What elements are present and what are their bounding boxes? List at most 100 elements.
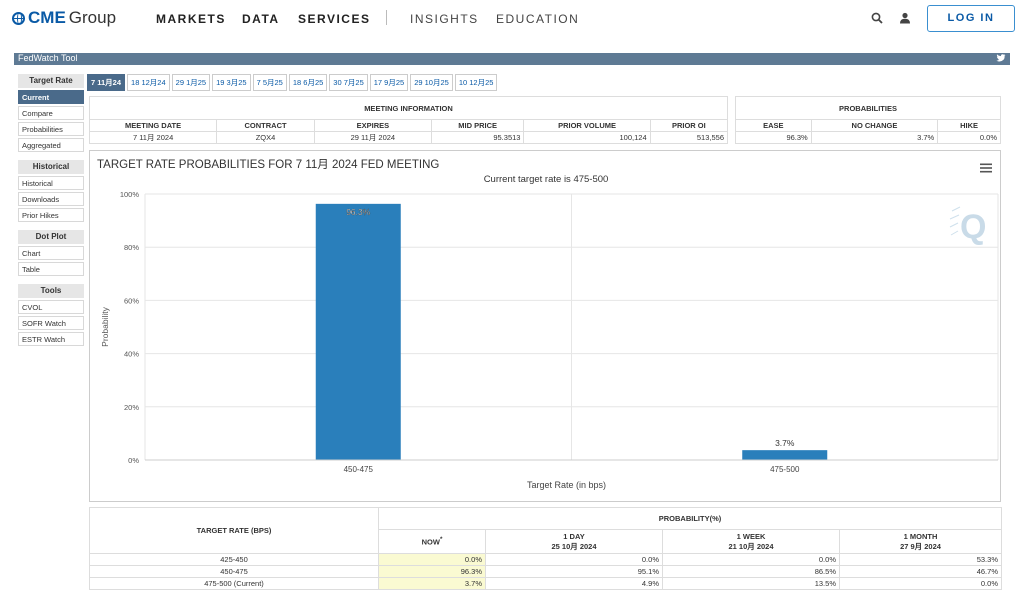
meeting-tabs: 7 11月24 18 12月24 29 1月25 19 3月25 7 5月25 … <box>87 74 498 91</box>
target-rate-head: TARGET RATE (BPS) <box>89 507 379 554</box>
meeting-info-table: MEETING INFORMATION MEETING DATE CONTRAC… <box>88 96 729 144</box>
period-now-label: NOW <box>421 537 440 547</box>
probability-history-table: TARGET RATE (BPS) PROBABILITY(%) NOW* 1 … <box>89 507 1002 590</box>
bar <box>315 203 401 461</box>
probability-chart: TARGET RATE PROBABILITIES FOR 7 11月 2024… <box>89 150 1001 502</box>
y-axis-title: Probability <box>100 306 110 346</box>
tab-meeting[interactable]: 10 12月25 <box>454 74 498 91</box>
chart-plot: 0% 20% 40% 60% 80% 100% 96.3% 450-475 3.7% 475-50… <box>100 190 999 490</box>
value-cell: 0.0% <box>839 577 1002 590</box>
col-head: EXPIRES <box>313 119 432 132</box>
prior-oi: 513,556 <box>649 131 729 144</box>
tab-meeting[interactable]: 7 11月24 <box>87 74 126 91</box>
sidebar: Target Rate Current Compare Probabilitie… <box>18 74 84 348</box>
login-button[interactable]: LOG IN <box>927 5 1015 32</box>
hike-value: 0.0% <box>937 131 1001 144</box>
value-cell: 86.5% <box>662 565 840 578</box>
ease-value: 96.3% <box>735 131 812 144</box>
nav-insights[interactable]: INSIGHTS <box>410 12 479 26</box>
sidebar-item-estr-watch[interactable]: ESTR Watch <box>18 332 84 346</box>
y-tick-label: 40% <box>124 350 139 359</box>
svg-text:Q: Q <box>960 208 986 246</box>
tab-meeting[interactable]: 18 12月24 <box>127 74 170 91</box>
x-tick-label: 475-500 <box>770 465 800 474</box>
y-tick-label: 100% <box>120 190 140 199</box>
sidebar-item-sofr-watch[interactable]: SOFR Watch <box>18 316 84 330</box>
value-cell: 4.9% <box>485 577 663 590</box>
x-axis-title: Target Rate (in bps) <box>527 480 606 490</box>
probability-group-head: PROBABILITY(%) <box>378 507 1002 530</box>
y-tick-label: 60% <box>124 296 139 305</box>
value-cell: 0.0% <box>662 553 840 566</box>
col-head: MID PRICE <box>430 119 525 132</box>
tab-meeting[interactable]: 30 7月25 <box>329 74 368 91</box>
sidebar-item-probabilities[interactable]: Probabilities <box>18 122 84 136</box>
tab-meeting[interactable]: 17 9月25 <box>369 74 409 91</box>
sidebar-head-historical: Historical <box>18 160 84 174</box>
cme-logo[interactable]: CME Group <box>12 8 116 28</box>
user-icon[interactable] <box>899 12 911 24</box>
col-head: EASE <box>735 119 812 132</box>
period-1day-label: 1 DAY <box>563 531 585 541</box>
nav-markets[interactable]: MARKETS <box>156 12 226 26</box>
mid-price: 95.3513 <box>430 131 525 144</box>
table-row: 475-500 (Current) 3.7% 4.9% 13.5% 0.0% <box>89 577 1002 590</box>
col-head: HIKE <box>937 119 1001 132</box>
fedwatch-toolbar: FedWatch Tool <box>14 53 1010 65</box>
sidebar-head-tools: Tools <box>18 284 84 298</box>
sidebar-item-table[interactable]: Table <box>18 262 84 276</box>
meeting-date: 7 11月 2024 <box>88 131 218 144</box>
period-1week-label: 1 WEEK <box>736 531 766 541</box>
hamburger-menu-icon[interactable] <box>980 163 992 173</box>
col-head: CONTRACT <box>216 119 315 132</box>
sidebar-item-historical[interactable]: Historical <box>18 176 84 190</box>
value-cell: 96.3% <box>378 565 486 578</box>
sidebar-item-chart[interactable]: Chart <box>18 246 84 260</box>
rate-cell: 475-500 (Current) <box>89 577 379 590</box>
quikstrike-logo-icon: Q <box>949 206 986 246</box>
tab-meeting[interactable]: 18 6月25 <box>288 74 328 91</box>
period-head-1month: 1 MONTH 27 9月 2024 <box>839 529 1002 554</box>
value-cell: 0.0% <box>378 553 486 566</box>
search-icon[interactable] <box>871 12 883 24</box>
period-head-1day: 1 DAY 25 10月 2024 <box>485 529 663 554</box>
tab-meeting[interactable]: 7 5月25 <box>252 74 287 91</box>
period-1week-date: 21 10月 2024 <box>728 541 774 551</box>
sidebar-item-cvol[interactable]: CVOL <box>18 300 84 314</box>
sidebar-item-aggregated[interactable]: Aggregated <box>18 138 84 152</box>
period-1month-label: 1 MONTH <box>903 531 938 541</box>
period-head-1week: 1 WEEK 21 10月 2024 <box>662 529 840 554</box>
period-1day-date: 25 10月 2024 <box>551 541 597 551</box>
tool-title: FedWatch Tool <box>18 53 78 63</box>
globe-icon <box>12 11 25 25</box>
tab-meeting[interactable]: 29 10月25 <box>410 74 453 91</box>
rate-cell: 450-475 <box>89 565 379 578</box>
bar <box>742 450 828 460</box>
logo-rest: Group <box>68 8 117 27</box>
value-cell: 53.3% <box>839 553 1002 566</box>
sidebar-item-current[interactable]: Current <box>18 90 84 104</box>
tab-meeting[interactable]: 29 1月25 <box>171 74 211 91</box>
expires: 29 11月 2024 <box>313 131 432 144</box>
rate-cell: 425-450 <box>89 553 379 566</box>
probabilities-table: PROBABILITIES EASE NO CHANGE HIKE 96.3% … <box>735 96 1001 144</box>
twitter-icon[interactable] <box>996 53 1006 63</box>
top-nav: CME Group MARKETS DATA SERVICES INSIGHTS … <box>0 0 1024 38</box>
value-cell: 3.7% <box>378 577 486 590</box>
nav-education[interactable]: EDUCATION <box>496 12 580 26</box>
nav-services[interactable]: SERVICES <box>298 12 371 26</box>
meeting-info-title: MEETING INFORMATION <box>89 96 728 120</box>
sidebar-head-dot-plot: Dot Plot <box>18 230 84 244</box>
nav-data[interactable]: DATA <box>242 12 280 26</box>
sidebar-item-downloads[interactable]: Downloads <box>18 192 84 206</box>
logo-brand: CME <box>28 8 66 27</box>
col-head: NO CHANGE <box>810 119 939 132</box>
value-cell: 13.5% <box>662 577 840 590</box>
no-change-value: 3.7% <box>810 131 939 144</box>
sidebar-item-prior-hikes[interactable]: Prior Hikes <box>18 208 84 222</box>
tab-meeting[interactable]: 19 3月25 <box>212 74 251 91</box>
sidebar-item-compare[interactable]: Compare <box>18 106 84 120</box>
x-tick-label: 450-475 <box>344 465 374 474</box>
chart-title: TARGET RATE PROBABILITIES FOR 7 11月 2024… <box>97 159 440 171</box>
chart-subtitle: Current target rate is 475-500 <box>483 174 609 185</box>
